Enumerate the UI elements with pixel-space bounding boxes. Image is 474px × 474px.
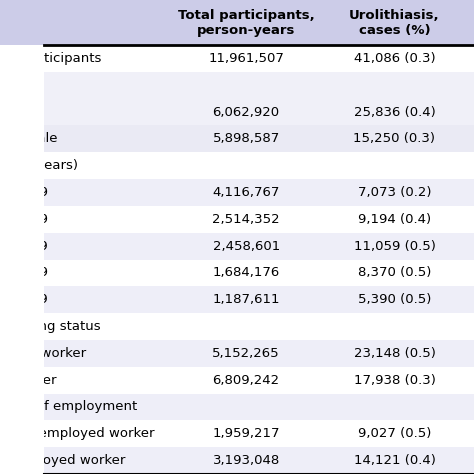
Text: Non-worker: Non-worker: [1, 347, 86, 360]
Text: Working status: Working status: [1, 320, 100, 333]
Bar: [44, 393, 474, 420]
Text: 9,027 (0.5): 9,027 (0.5): [358, 427, 431, 440]
Bar: [44, 179, 474, 206]
Text: 20-29: 20-29: [1, 186, 48, 199]
Text: 11,961,507: 11,961,507: [208, 52, 284, 65]
Text: 6,809,242: 6,809,242: [212, 374, 280, 387]
Text: Sex: Sex: [1, 79, 25, 92]
Bar: [44, 420, 474, 447]
Bar: [44, 206, 474, 233]
Text: 60-69: 60-69: [1, 293, 48, 306]
Bar: [44, 99, 474, 126]
Bar: [44, 72, 474, 99]
Text: 7,073 (0.2): 7,073 (0.2): [358, 186, 431, 199]
Text: 41,086 (0.3): 41,086 (0.3): [354, 52, 435, 65]
Text: 1,684,176: 1,684,176: [212, 266, 280, 279]
Bar: [44, 45, 474, 72]
Text: 40-49: 40-49: [1, 240, 48, 253]
Bar: [44, 367, 474, 393]
Bar: [44, 313, 474, 340]
Text: 4,116,767: 4,116,767: [212, 186, 280, 199]
Bar: [44, 152, 474, 179]
Text: 14,121 (0.4): 14,121 (0.4): [354, 454, 436, 467]
Bar: [44, 340, 474, 367]
Text: 11,059 (0.5): 11,059 (0.5): [354, 240, 436, 253]
Text: Self-employed worker: Self-employed worker: [1, 427, 155, 440]
Text: All participants: All participants: [1, 52, 101, 65]
Text: 1,187,611: 1,187,611: [212, 293, 280, 306]
Text: 5,390 (0.5): 5,390 (0.5): [358, 293, 431, 306]
Text: 9,194 (0.4): 9,194 (0.4): [358, 213, 431, 226]
Text: 6,062,920: 6,062,920: [212, 106, 280, 118]
Text: 1,959,217: 1,959,217: [212, 427, 280, 440]
Bar: [44, 260, 474, 286]
Text: 17,938 (0.3): 17,938 (0.3): [354, 374, 436, 387]
Text: Male: Male: [1, 106, 41, 118]
Text: 3,193,048: 3,193,048: [212, 454, 280, 467]
Bar: [0, 0, 474, 45]
Text: 8,370 (0.5): 8,370 (0.5): [358, 266, 431, 279]
Text: 2,514,352: 2,514,352: [212, 213, 280, 226]
Text: Age (years): Age (years): [1, 159, 78, 172]
Text: 50-59: 50-59: [1, 266, 48, 279]
Text: 23,148 (0.5): 23,148 (0.5): [354, 347, 436, 360]
Text: Female: Female: [1, 132, 57, 146]
Text: Urolithiasis,
cases (%): Urolithiasis, cases (%): [349, 9, 440, 36]
Text: 30-39: 30-39: [1, 213, 48, 226]
Text: Worker: Worker: [1, 374, 56, 387]
Text: 15,250 (0.3): 15,250 (0.3): [354, 132, 436, 146]
Text: Type of employment: Type of employment: [1, 401, 137, 413]
Bar: [44, 233, 474, 260]
Text: 25,836 (0.4): 25,836 (0.4): [354, 106, 435, 118]
Bar: [44, 286, 474, 313]
Text: Total participants,
person-years: Total participants, person-years: [178, 9, 315, 36]
Text: 2,458,601: 2,458,601: [212, 240, 280, 253]
Text: 5,898,587: 5,898,587: [212, 132, 280, 146]
Text: Employed worker: Employed worker: [1, 454, 126, 467]
Bar: [44, 126, 474, 152]
Bar: [44, 447, 474, 474]
Text: 5,152,265: 5,152,265: [212, 347, 280, 360]
